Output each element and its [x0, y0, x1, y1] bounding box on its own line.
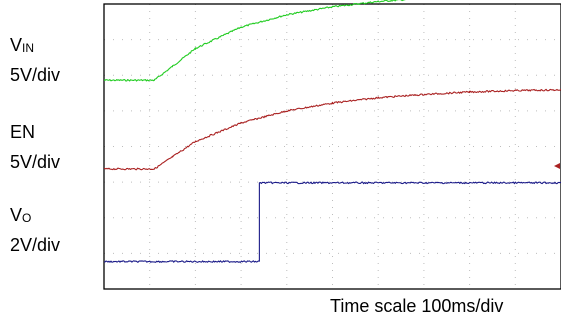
graticule — [104, 4, 561, 289]
vo-trace — [104, 181, 561, 263]
en-trace — [103, 88, 561, 171]
trace-group — [103, 0, 561, 263]
en-scale-label: 5V/div — [10, 152, 60, 172]
en-label: EN — [10, 122, 35, 142]
vin-label-sub: IN — [22, 41, 34, 55]
vin-trace — [103, 0, 406, 82]
vin-label-main: V — [10, 35, 22, 55]
vo-label-main: V — [10, 205, 22, 225]
vo-label: VO — [10, 205, 31, 225]
vin-label: VIN — [10, 35, 34, 55]
vo-scale-label: 2V/div — [10, 235, 60, 255]
time-scale-caption: Time scale 100ms/div — [330, 296, 504, 316]
vin-scale-label: 5V/div — [10, 65, 60, 85]
plot-frame — [103, 3, 561, 290]
trigger-marker-icon — [554, 163, 560, 169]
vo-label-sub: O — [22, 211, 31, 225]
